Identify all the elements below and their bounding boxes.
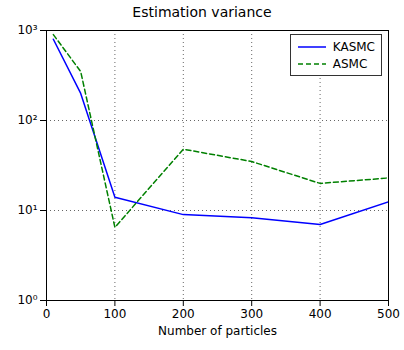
svg-text:100: 100 xyxy=(103,307,126,321)
svg-text:300: 300 xyxy=(240,307,263,321)
svg-text:500: 500 xyxy=(377,307,400,321)
svg-text:0: 0 xyxy=(43,307,51,321)
html-text:KASMC: KASMC xyxy=(332,39,375,54)
html-text:Estimation variance: Estimation variance xyxy=(132,4,272,20)
svg-text:10³: 10³ xyxy=(17,23,37,37)
svg-text:400: 400 xyxy=(309,307,332,321)
html-text:ASMC: ASMC xyxy=(332,56,368,71)
svg-text:Number of particles: Number of particles xyxy=(158,324,277,338)
svg-text:10²: 10² xyxy=(17,113,37,127)
svg-text:200: 200 xyxy=(172,307,195,321)
svg-text:10¹: 10¹ xyxy=(17,203,37,217)
svg-text:10⁰: 10⁰ xyxy=(17,293,37,307)
